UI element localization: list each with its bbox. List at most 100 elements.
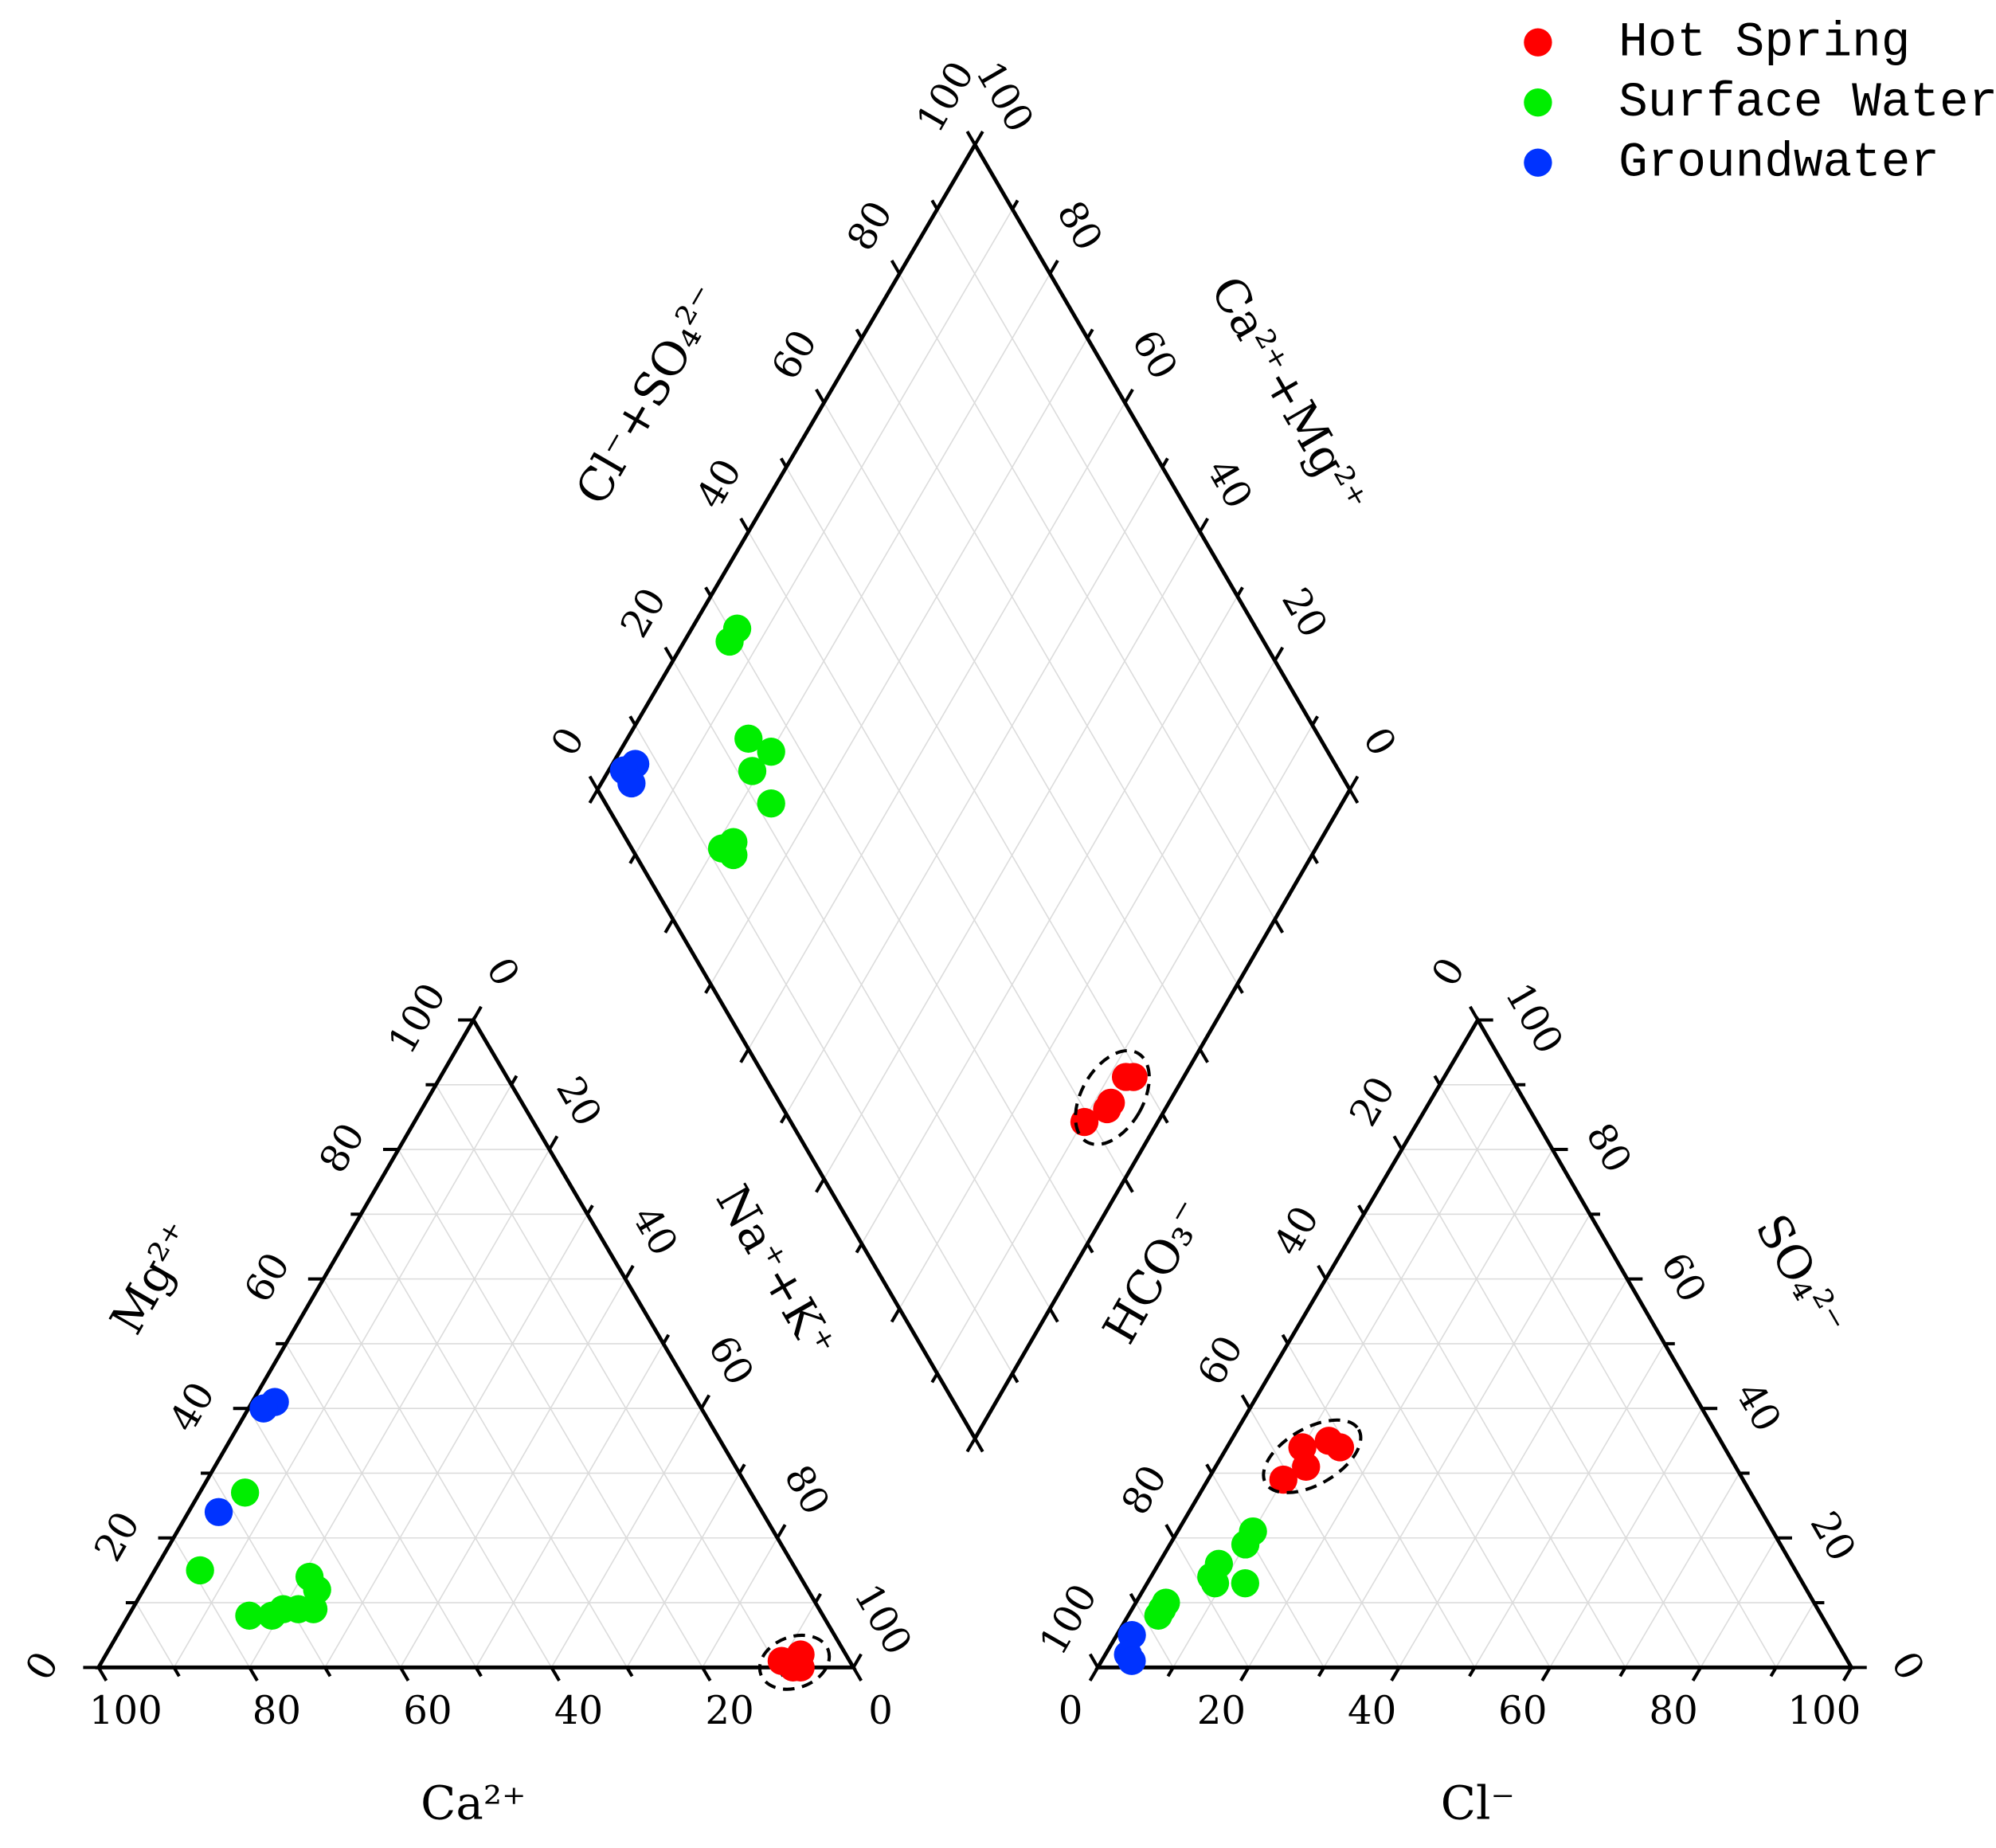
tick-mark: [1123, 1177, 1134, 1193]
tick-mark: [1164, 1524, 1176, 1539]
tick-mark: [1235, 983, 1244, 994]
grid-line: [1173, 1537, 1250, 1668]
tick-mark: [1129, 1592, 1137, 1604]
tick-mark: [851, 1666, 863, 1682]
tick-mark: [1198, 1048, 1209, 1063]
tick-label: 80: [839, 194, 902, 258]
diamond-point: [719, 840, 748, 870]
legend-label: Surface Water: [1618, 76, 1996, 131]
grid-line: [324, 1213, 589, 1668]
tick-mark: [628, 715, 637, 726]
highlight-ellipse: [1074, 1048, 1151, 1146]
grid-line: [135, 1602, 175, 1668]
tick-label: 60: [403, 1689, 452, 1733]
tick-label: 60: [1498, 1689, 1547, 1733]
tick-mark: [1240, 1394, 1251, 1410]
tick-label: 100: [1031, 1576, 1106, 1662]
tick-mark: [1205, 1463, 1214, 1474]
anion-point: [1148, 1595, 1176, 1623]
grid-line: [1474, 1343, 1665, 1668]
grid-line: [475, 1343, 664, 1668]
axis-title: SO₄²⁻: [1745, 1205, 1857, 1345]
grid-line: [1287, 1343, 1476, 1668]
tick-mark: [704, 586, 713, 597]
labels: 020406080100Ca²⁺020406080100Mg²⁺02040608…: [17, 54, 1933, 1830]
legend-label: Hot Spring: [1618, 15, 1910, 70]
tick-mark: [1841, 1666, 1853, 1682]
tick-mark: [965, 131, 976, 146]
tick-label: 40: [1265, 1199, 1328, 1263]
tick-mark: [1691, 1666, 1702, 1682]
tick-label: 20: [1273, 581, 1336, 645]
tick-label: 100: [380, 976, 455, 1062]
tick-mark: [890, 1307, 902, 1323]
tick-mark: [1088, 1653, 1100, 1669]
tick-label: 40: [554, 1689, 603, 1733]
tick-mark: [1239, 1666, 1250, 1682]
grid-line: [173, 1084, 512, 1668]
grid-line: [400, 1278, 626, 1668]
tick-label: 60: [763, 323, 826, 387]
tick-mark: [548, 1135, 559, 1151]
tick-label: 100: [1787, 1689, 1861, 1733]
tick-mark: [662, 1333, 671, 1345]
highlight-ellipse: [1262, 1418, 1363, 1494]
tick-mark: [1160, 457, 1169, 468]
tick-label: 40: [1348, 1689, 1396, 1733]
tick-label: 0: [542, 720, 593, 764]
tick-mark: [1433, 1075, 1442, 1086]
grid-line: [1401, 1149, 1701, 1668]
grid-line: [285, 1343, 477, 1668]
diamond-point: [734, 724, 763, 753]
tick-mark: [1310, 715, 1319, 726]
grid-line: [626, 1473, 741, 1668]
tick-label: 100: [908, 54, 983, 140]
tick-mark: [474, 1666, 483, 1678]
tick-mark: [930, 1372, 939, 1384]
tick-label: 20: [1802, 1504, 1865, 1568]
tick-mark: [1392, 1135, 1403, 1151]
tick-label: 60: [1189, 1328, 1252, 1392]
tick-mark: [851, 1653, 863, 1669]
tick-mark: [973, 131, 984, 146]
tick-mark: [1086, 328, 1094, 339]
tick-mark: [1235, 586, 1244, 597]
tick-mark: [624, 1264, 635, 1280]
tick-label: 80: [1577, 1116, 1640, 1180]
tick-label: 0: [477, 950, 528, 994]
grid-line: [1325, 1278, 1551, 1668]
tick-label: 100: [89, 1689, 162, 1733]
tick-label: 20: [547, 1069, 610, 1133]
legend-marker: [1524, 88, 1552, 117]
diamond-point: [1097, 1088, 1125, 1118]
tick-mark: [814, 1592, 822, 1604]
tick-mark: [1088, 1666, 1100, 1682]
tick-label: 0: [17, 1644, 68, 1688]
tick-mark: [1390, 1666, 1401, 1682]
cation-point: [786, 1653, 815, 1682]
tick-mark: [1011, 199, 1020, 210]
legend-label: Groundwater: [1618, 135, 1939, 190]
tick-label: 80: [311, 1116, 374, 1180]
diamond-point: [738, 757, 767, 785]
tick-mark: [588, 789, 599, 804]
tick-mark: [1618, 1666, 1627, 1678]
anion-point: [1197, 1562, 1226, 1592]
anion-point: [1288, 1433, 1317, 1462]
tick-mark: [96, 1666, 108, 1682]
tick-mark: [890, 259, 902, 275]
tick-mark: [588, 775, 599, 791]
highlight-ellipse: [757, 1633, 832, 1691]
tick-mark: [1310, 853, 1319, 864]
tick-label: 100: [1497, 976, 1571, 1062]
anion-point: [1231, 1530, 1260, 1559]
tick-label: 80: [1649, 1689, 1697, 1733]
tick-label: 60: [1123, 323, 1186, 387]
cation-point: [235, 1601, 264, 1630]
points: [186, 614, 1363, 1691]
grid-line: [672, 273, 1051, 920]
grid-line: [898, 660, 1276, 1310]
cation-point: [186, 1556, 214, 1585]
tick-label: 40: [687, 452, 750, 516]
